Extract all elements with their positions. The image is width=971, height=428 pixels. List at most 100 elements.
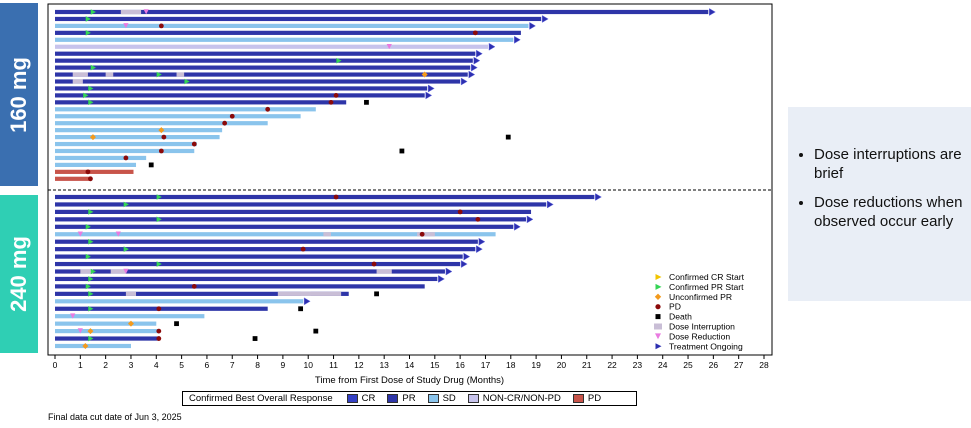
cr-swatch — [346, 394, 358, 403]
x-tick-label: 7 — [230, 360, 235, 370]
response-legend-sd: SD — [427, 393, 456, 404]
row-160-bar — [55, 51, 476, 56]
row-160-interruption — [176, 72, 185, 77]
row-160-bar — [55, 86, 428, 91]
row-160-bar — [55, 114, 301, 119]
row-240-bar — [55, 217, 526, 222]
sd-swatch — [427, 394, 439, 403]
row-160-pr-start — [156, 71, 162, 78]
row-240-death-marker — [313, 328, 319, 334]
row-160-bar — [55, 155, 147, 161]
x-tick-label: 12 — [354, 360, 364, 370]
row-240-pr-start — [156, 261, 162, 267]
x-tick-label: 22 — [607, 360, 617, 370]
row-160-bar — [55, 16, 542, 22]
row-240-pd-marker — [156, 328, 162, 334]
row-240-ongoing-arrow — [595, 193, 602, 201]
row-240-pr-start — [123, 246, 129, 252]
row-160-bar — [55, 135, 220, 140]
row-160-bar — [55, 107, 316, 112]
row-240-bar — [55, 232, 496, 237]
row-240-bar — [55, 202, 547, 207]
row-160-interruption — [72, 79, 83, 84]
row-160-dose-reduction — [123, 23, 129, 29]
response-legend: Confirmed Best Overall Response CR PR SD… — [182, 391, 637, 406]
row-160-pr-start — [184, 78, 190, 85]
row-240-dose-reduction — [70, 313, 76, 319]
row-240-unconfirmed-pr — [82, 343, 89, 349]
row-240-pd-marker — [457, 209, 463, 215]
row-160-pr-start — [85, 16, 91, 22]
row-160-ongoing-arrow — [488, 42, 496, 51]
row-240-dose-reduction — [123, 268, 129, 274]
x-tick-label: 27 — [734, 360, 744, 370]
row-160-pd-marker — [191, 141, 197, 147]
row-160-pd-marker — [229, 113, 235, 119]
legend-event-death-icon — [655, 314, 661, 320]
row-160-pr-start — [90, 9, 96, 15]
row-160-unconfirmed-pr — [89, 134, 96, 141]
row-240-bar — [55, 261, 461, 267]
row-240-pd-marker — [333, 194, 339, 200]
row-160-ongoing-arrow — [427, 84, 435, 93]
row-160-pr-start — [336, 57, 342, 64]
row-160-interruption — [105, 72, 114, 77]
row-240-bar — [55, 321, 157, 326]
row-240-pd-marker — [191, 284, 197, 289]
x-tick-label: 16 — [455, 360, 465, 370]
legend-event-label: PD — [669, 302, 681, 312]
x-tick-label: 20 — [557, 360, 567, 370]
row-240-ongoing-arrow — [546, 200, 554, 209]
row-160-pr-start — [85, 30, 91, 36]
row-160-pd-marker — [161, 134, 167, 140]
row-240-pr-start — [88, 276, 94, 282]
row-160-death-marker — [505, 134, 511, 140]
row-160-pd-marker — [265, 106, 271, 112]
row-240-ongoing-arrow — [438, 275, 445, 283]
row-240-pd-marker — [371, 261, 377, 267]
row-160-bar — [55, 79, 461, 84]
row-160-ongoing-arrow — [709, 8, 716, 16]
row-240-death-marker — [374, 291, 379, 297]
x-tick-label: 11 — [329, 360, 338, 370]
x-tick-label: 9 — [281, 360, 286, 370]
row-240-pr-start — [88, 291, 94, 297]
row-240-dose-reduction — [77, 328, 83, 334]
row-240-unconfirmed-pr — [127, 320, 134, 327]
legend-event-pd-icon — [655, 304, 661, 310]
legend-event-label: Unconfirmed PR — [669, 292, 732, 302]
row-240-ongoing-arrow — [478, 237, 486, 246]
row-240-pr-start — [156, 216, 162, 223]
row-160-bar — [55, 65, 471, 70]
noncr-swatch — [467, 394, 479, 403]
row-240-pd-marker — [156, 336, 162, 341]
row-160-bar — [55, 141, 197, 147]
row-240-death-marker — [252, 336, 258, 341]
legend-event-label: Confirmed CR Start — [669, 272, 745, 282]
row-240-bar — [55, 291, 349, 296]
row-160-bar — [55, 121, 268, 126]
row-240-bar — [55, 299, 304, 304]
row-240-interruption — [376, 269, 392, 274]
x-tick-label: 0 — [53, 360, 58, 370]
dose-group-160-tab: 160 mg — [0, 3, 38, 186]
x-tick-label: 13 — [379, 360, 389, 370]
row-160-bar — [55, 58, 473, 63]
row-240-pd-marker — [156, 306, 162, 312]
x-tick-label: 19 — [531, 360, 541, 370]
row-160-death-marker — [148, 162, 154, 168]
callout-bullet-interruptions: Dose interruptions are brief — [814, 145, 963, 183]
row-240-bar — [55, 306, 268, 311]
row-160-pr-start — [88, 85, 94, 92]
row-160-dose-reduction — [386, 43, 392, 50]
row-240-interruption — [323, 232, 332, 237]
row-240-pr-start — [123, 201, 129, 208]
row-240-pr-start — [85, 224, 91, 230]
row-240-ongoing-arrow — [303, 297, 311, 306]
row-240-bar — [55, 247, 476, 252]
x-tick-label: 24 — [658, 360, 668, 370]
x-axis-title: Time from First Dose of Study Drug (Mont… — [315, 375, 504, 386]
row-240-pr-start — [85, 253, 91, 260]
row-160-bar — [55, 100, 347, 105]
